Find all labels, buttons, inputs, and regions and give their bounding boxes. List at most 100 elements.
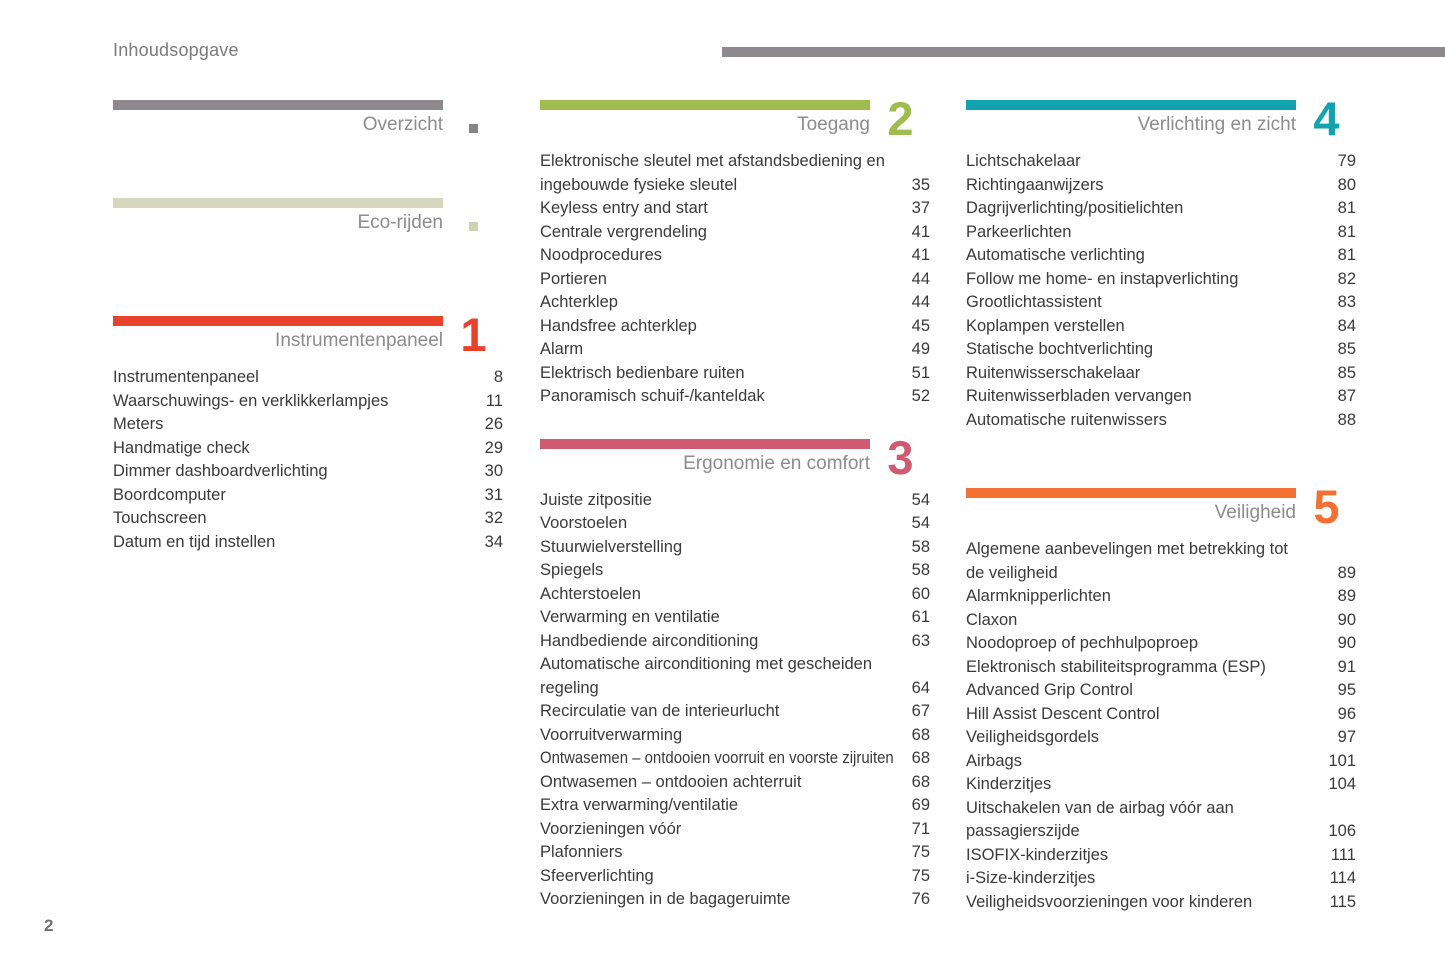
toc-entry: Advanced Grip Control 95	[966, 679, 1356, 703]
section-header: Veiligheid 5	[966, 483, 1356, 530]
section-header-main: Overzicht	[113, 100, 443, 140]
toc-entry: Claxon 90	[966, 609, 1356, 633]
toc-entry-page: 87	[1337, 387, 1356, 405]
toc-entry-label: Handbediende airconditioning	[540, 631, 759, 650]
toc-entry-label: Handmatige check	[113, 438, 250, 457]
section-number: 1	[460, 308, 486, 361]
toc-entry: Recirculatie van de interieurlucht 67	[540, 700, 930, 724]
toc-entry-label: Centrale vergrendeling	[540, 222, 707, 241]
toc-entry-label: Follow me home- en instapverlichting	[966, 269, 1239, 288]
toc-entry: Veiligheidsvoorzieningen voor kinderen 11…	[966, 891, 1356, 915]
section-title: Instrumentenpaneel	[275, 330, 443, 351]
toc-entry: Dagrijverlichting/positielichten 81	[966, 197, 1356, 221]
section-entries: Algemene aanbevelingen met betrekking to…	[966, 538, 1356, 914]
section-title: Verlichting en zicht	[1137, 114, 1296, 135]
section-title: Ergonomie en comfort	[683, 452, 870, 474]
toc-entry: Follow me home- en instapverlichting 82	[966, 268, 1356, 292]
toc-entry-label: Veiligheidsgordels	[966, 728, 1100, 746]
toc-entry-label: Keyless entry and start	[540, 199, 708, 217]
section-color-bar	[966, 488, 1296, 498]
toc-entry-label: Instrumentenpaneel	[113, 368, 259, 386]
toc-entry-label: i-Size-kinderzitjes	[966, 869, 1096, 887]
toc-entry-page: 115	[1329, 892, 1356, 911]
toc-entry-page: 32	[484, 509, 503, 527]
section-header: Ergonomie en comfort 3	[540, 434, 930, 481]
toc-entry-label: Spiegels	[540, 561, 604, 579]
toc-entry-page: 37	[911, 199, 930, 217]
toc-entry: Ontwasemen – ontdooien achterruit 68	[540, 771, 930, 795]
toc-entry-page: 44	[911, 269, 930, 288]
toc-entry-label: Boordcomputer	[113, 485, 226, 504]
toc-entry-label: Hill Assist Descent Control	[966, 704, 1160, 723]
toc-entry-label: Algemene aanbevelingen met betrekking to…	[966, 538, 1320, 585]
toc-entry-page: 58	[911, 537, 930, 556]
toc-entry: Keyless entry and start 37	[540, 197, 930, 221]
toc-entry-label: Ruitenwisserbladen vervangen	[966, 387, 1192, 405]
toc-entry-page: 30	[484, 462, 503, 480]
section-marker-square-icon	[469, 124, 478, 133]
section-color-bar	[113, 198, 443, 208]
toc-entry: Touchscreen 32	[113, 507, 503, 531]
toc-entry-page: 81	[1337, 199, 1356, 217]
section-overzicht: Overzicht	[113, 100, 503, 140]
toc-entry: Richtingaanwijzers 80	[966, 174, 1356, 198]
toc-entry-label-line: Algemene aanbevelingen met betrekking to…	[966, 540, 1288, 558]
toc-entry-page: 96	[1337, 704, 1356, 723]
section-header-main: Eco-rijden	[113, 198, 443, 238]
toc-entry: Hill Assist Descent Control 96	[966, 703, 1356, 727]
page-title: Inhoudsopgave	[113, 40, 239, 60]
toc-entry: Algemene aanbevelingen met betrekking to…	[966, 538, 1356, 585]
toc-entry-page: 41	[911, 222, 930, 241]
toc-entry-label: Advanced Grip Control	[966, 681, 1133, 699]
toc-entry: Handmatige check 29	[113, 437, 503, 461]
toc-entry: Boordcomputer 31	[113, 484, 503, 508]
toc-entry-label: Automatische airconditioning met geschei…	[540, 653, 894, 700]
section-entries: Instrumentenpaneel 8 Waarschuwings- en ver…	[113, 366, 503, 554]
toc-entry-page: 11	[485, 391, 503, 410]
toc-entry-label: Alarm	[540, 340, 584, 358]
toc-entry-page: 54	[911, 490, 930, 509]
section-toegang: Toegang 2 Elektronische sleutel met afstan…	[540, 95, 930, 409]
toc-entry-label: Dimmer dashboardverlichting	[113, 462, 328, 480]
toc-entry-label: Handsfree achterklep	[540, 316, 697, 335]
toc-entry-label: Voorzieningen vóór	[540, 819, 682, 838]
toc-entry-label: Verwarming en ventilatie	[540, 608, 720, 626]
section-veiligheid: Veiligheid 5 Algemene aanbevelingen met be…	[966, 483, 1356, 914]
toc-entry: Plafonniers 75	[540, 841, 930, 865]
toc-entry-page: 51	[911, 363, 930, 382]
toc-entry-label-line: regeling	[540, 678, 599, 697]
toc-entry: Grootlichtassistent 83	[966, 291, 1356, 315]
section-title: Eco-rijden	[357, 212, 443, 233]
toc-entry-page: 90	[1337, 610, 1356, 629]
section-marker: 4	[1296, 95, 1356, 142]
toc-entry-page: 67	[911, 702, 930, 720]
toc-entry-page: 52	[911, 387, 930, 405]
toc-entry: Verwarming en ventilatie 61	[540, 606, 930, 630]
toc-entry-label: Datum en tijd instellen	[113, 532, 276, 551]
toc-entry-label: Voorstoelen	[540, 514, 628, 532]
toc-entry-label: Noodoproep of pechhulpoproep	[966, 634, 1199, 652]
page-number: 2	[44, 916, 54, 935]
section-color-bar	[113, 100, 443, 110]
toc-entry: Portieren 44	[540, 268, 930, 292]
toc-entry: Voorruitverwarming 68	[540, 724, 930, 748]
toc-entry: Achterklep 44	[540, 291, 930, 315]
section-marker	[443, 100, 503, 140]
section-color-bar	[540, 438, 870, 449]
toc-entry-label: Extra verwarming/ventilatie	[540, 796, 739, 814]
toc-entry-label: Koplampen verstellen	[966, 316, 1125, 335]
toc-entry-page: 60	[911, 584, 930, 603]
toc-entry-page: 68	[911, 725, 930, 744]
toc-entry-label: Achterklep	[540, 293, 618, 311]
toc-entry: Sfeerverlichting 75	[540, 865, 930, 889]
section-title: Overzicht	[362, 114, 443, 135]
toc-entry-page: 80	[1337, 175, 1356, 194]
toc-entry-page: 71	[911, 819, 930, 838]
toc-entry: Elektrisch bedienbare ruiten 51	[540, 362, 930, 386]
toc-entry: Instrumentenpaneel 8	[113, 366, 503, 390]
toc-entry-label: Sfeerverlichting	[540, 866, 654, 885]
section-entries: Lichtschakelaar 79 Richtingaanwijzers 80 Dag…	[966, 150, 1356, 432]
toc-entry-label: Stuurwielverstelling	[540, 537, 683, 556]
toc-entry-label: Alarmknipperlichten	[966, 587, 1111, 605]
toc-entry-label: Panoramisch schuif-/kanteldak	[540, 387, 765, 405]
